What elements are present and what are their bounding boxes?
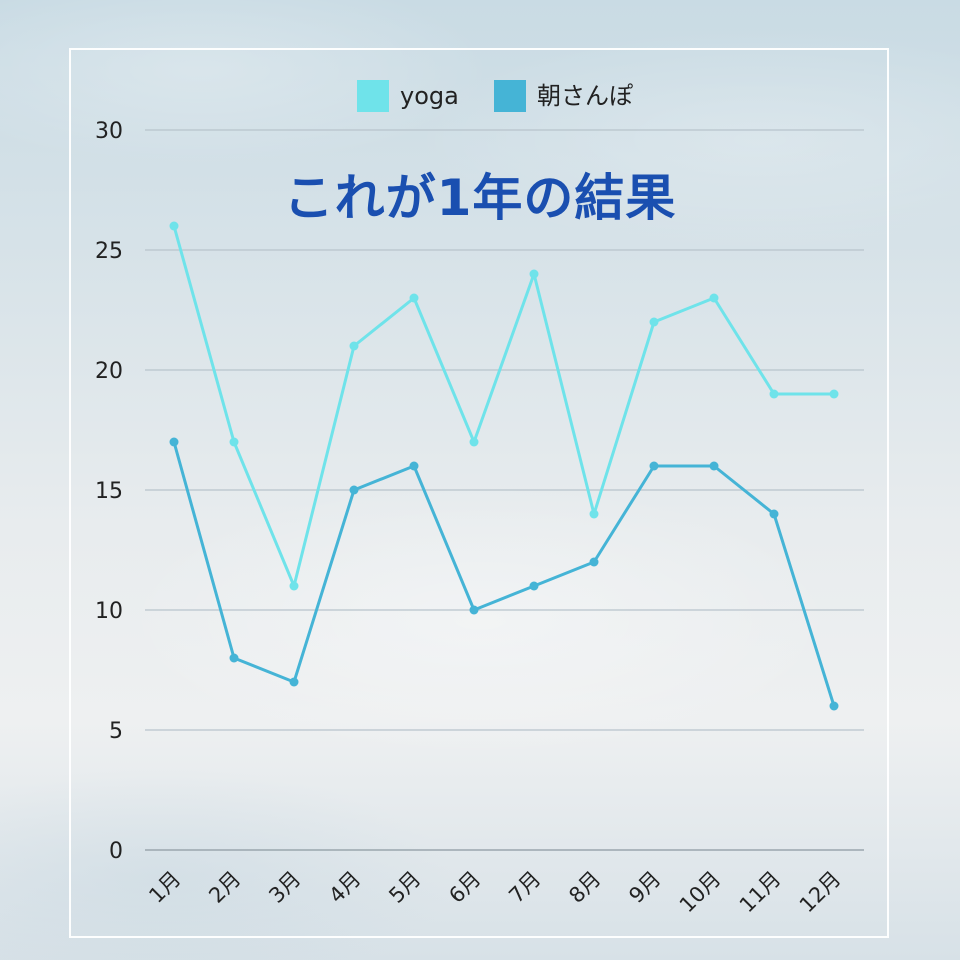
y-tick-label: 15 <box>95 479 123 504</box>
y-tick-label: 10 <box>95 599 123 624</box>
data-point[interactable] <box>769 509 779 519</box>
data-point[interactable] <box>829 389 839 399</box>
data-point[interactable] <box>529 269 539 279</box>
legend-item-yoga[interactable]: yoga <box>357 80 459 112</box>
data-point[interactable] <box>769 389 779 399</box>
x-tick-label: 8月 <box>564 867 605 908</box>
data-point[interactable] <box>289 677 299 687</box>
data-point[interactable] <box>589 509 599 519</box>
legend-swatch-walk <box>494 80 526 112</box>
x-tick-label: 6月 <box>444 867 485 908</box>
data-point[interactable] <box>289 581 299 591</box>
x-tick-label: 3月 <box>264 867 305 908</box>
data-point[interactable] <box>709 293 719 303</box>
legend-item-walk[interactable]: 朝さんぽ <box>494 80 633 112</box>
data-point[interactable] <box>229 653 239 663</box>
data-point[interactable] <box>409 461 419 471</box>
x-tick-label: 5月 <box>384 867 425 908</box>
series-line <box>172 225 834 588</box>
data-point[interactable] <box>169 437 179 447</box>
data-point[interactable] <box>349 485 359 495</box>
data-point[interactable] <box>169 221 179 231</box>
x-axis-ticks: 1月 2月 3月 4月 5月 6月 7月 8月 9月 10月 11月 12月 <box>144 867 845 918</box>
data-point[interactable] <box>649 317 659 327</box>
data-point[interactable] <box>229 437 239 447</box>
overlay-headline-text: これが1年の結果 <box>283 169 677 227</box>
y-tick-label: 0 <box>109 839 123 864</box>
y-tick-label: 25 <box>95 239 123 264</box>
series-line <box>172 441 836 707</box>
data-point[interactable] <box>469 437 479 447</box>
y-axis-ticks: 0 5 10 15 20 25 30 <box>95 119 123 864</box>
x-tick-label: 12月 <box>795 867 846 918</box>
series-lines <box>169 221 839 711</box>
data-point[interactable] <box>529 581 539 591</box>
x-tick-label: 9月 <box>624 867 665 908</box>
data-point[interactable] <box>589 557 599 567</box>
series-walk <box>169 437 839 711</box>
data-point[interactable] <box>349 341 359 351</box>
x-tick-label: 11月 <box>735 867 786 918</box>
series-yoga <box>169 221 839 591</box>
legend-label-walk: 朝さんぽ <box>537 82 633 110</box>
x-tick-label: 7月 <box>504 867 545 908</box>
legend-swatch-yoga <box>357 80 389 112</box>
x-tick-label: 10月 <box>675 867 726 918</box>
data-point[interactable] <box>709 461 719 471</box>
y-tick-label: 20 <box>95 359 123 384</box>
data-point[interactable] <box>829 701 839 711</box>
chart-frame <box>69 48 889 938</box>
legend-label-yoga: yoga <box>400 82 459 110</box>
legend[interactable]: yoga 朝さんぽ <box>357 80 633 112</box>
x-tick-label: 4月 <box>324 867 365 908</box>
gridlines <box>145 129 864 851</box>
data-point[interactable] <box>649 461 659 471</box>
overlay-headline: これが1年の結果 <box>0 158 960 230</box>
x-tick-label: 1月 <box>144 867 185 908</box>
data-point[interactable] <box>409 293 419 303</box>
y-tick-label: 5 <box>109 719 123 744</box>
x-tick-label: 2月 <box>204 867 245 908</box>
y-tick-label: 30 <box>95 119 123 144</box>
data-point[interactable] <box>469 605 479 615</box>
